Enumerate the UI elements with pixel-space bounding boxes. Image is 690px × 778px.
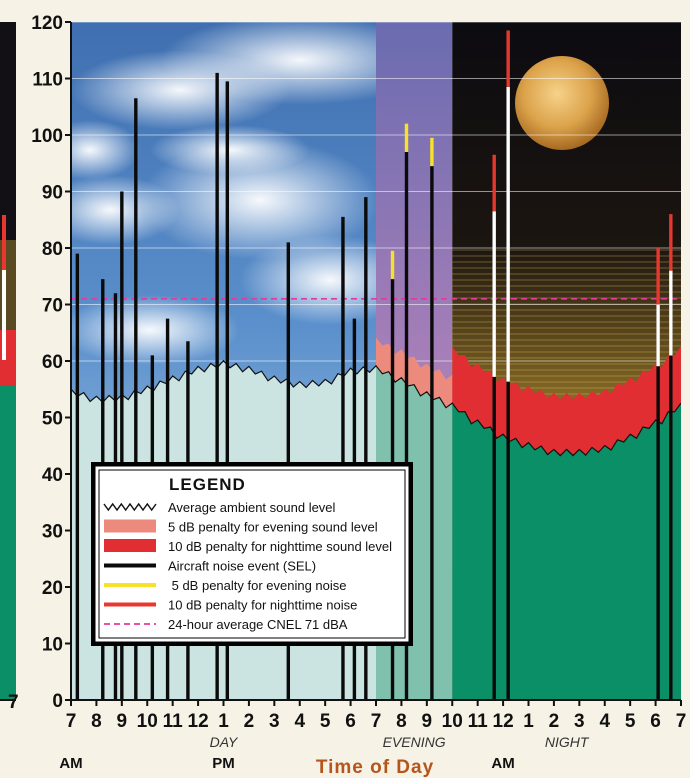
- y-tick-label: 120: [31, 13, 63, 34]
- legend-inner-border: [98, 469, 406, 639]
- ampm-labels: AM PM AM: [59, 755, 514, 772]
- x-tick-label: 10: [442, 711, 463, 732]
- left-cropped-tick: 7: [8, 692, 19, 713]
- y-tick-label: 100: [31, 126, 63, 147]
- x-tick-label: 12: [188, 711, 209, 732]
- y-tick-label: 90: [42, 183, 63, 204]
- cloud-shape: [150, 125, 310, 175]
- x-tick-label: 1: [523, 711, 534, 732]
- period-labels: DAY EVENING NIGHT: [210, 734, 590, 750]
- y-tick-label: 80: [42, 239, 63, 260]
- legend-item-label: Average ambient sound level: [168, 500, 336, 515]
- left-cropped-panel: [0, 22, 16, 701]
- legend: LEGEND Average ambient sound level 5 dB p…: [91, 462, 413, 646]
- legend-item-label: 10 dB penalty for nighttime noise: [168, 598, 357, 613]
- x-axis-ticks: 7 8 9 10 11 12 1 2 3 4 5 6 7 8 9 10 11 12 1 2 3 4 5 6 7: [66, 700, 687, 732]
- y-tick-label: 40: [42, 465, 63, 486]
- x-tick-label: 4: [599, 711, 610, 732]
- x-tick-label: 6: [650, 711, 661, 732]
- x-tick-label: 8: [91, 711, 102, 732]
- y-tick-label: 20: [42, 578, 63, 599]
- x-tick-label: 8: [396, 711, 407, 732]
- x-tick-label: 11: [468, 711, 489, 732]
- x-tick-label: 6: [345, 711, 356, 732]
- y-tick-label: 60: [42, 352, 63, 373]
- x-tick-label: 5: [625, 711, 636, 732]
- y-tick-label: 30: [42, 522, 63, 543]
- y-tick-label: 50: [42, 409, 63, 430]
- legend-swatch-night-penalty: [104, 539, 156, 552]
- y-tick-label: 110: [32, 70, 63, 91]
- ambient-sound-level-line: [71, 359, 681, 457]
- x-axis-title: Time of Day: [316, 757, 434, 778]
- legend-swatch-evening-penalty: [104, 519, 156, 533]
- period-label: EVENING: [383, 734, 446, 750]
- x-tick-label: 7: [371, 711, 382, 732]
- x-tick-label: 10: [137, 711, 158, 732]
- legend-box: [94, 465, 410, 643]
- cloud-shape: [160, 22, 440, 105]
- legend-item-label: 5 dB penalty for evening noise: [168, 578, 347, 593]
- legend-swatch-ambient: [103, 502, 157, 512]
- x-tick-label: 9: [117, 711, 128, 732]
- period-label: NIGHT: [545, 734, 590, 750]
- x-tick-label: 3: [269, 711, 280, 732]
- x-tick-label: 2: [549, 711, 560, 732]
- x-tick-label: 1: [218, 711, 229, 732]
- legend-item-label: Aircraft noise event (SEL): [168, 559, 316, 574]
- x-tick-label: 4: [294, 711, 305, 732]
- y-tick-label: 70: [42, 296, 63, 317]
- legend-item-label: 10 dB penalty for nighttime sound level: [168, 539, 392, 554]
- ampm-label: AM: [59, 755, 82, 772]
- x-tick-label: 9: [422, 711, 433, 732]
- cloud-shape: [71, 295, 240, 365]
- moon: [515, 56, 609, 150]
- x-tick-label: 11: [163, 711, 184, 732]
- x-tick-label: 7: [66, 711, 77, 732]
- x-tick-label: 7: [676, 711, 687, 732]
- legend-title: LEGEND: [169, 475, 246, 494]
- x-tick-label: 3: [574, 711, 585, 732]
- y-tick-label: 10: [42, 635, 63, 656]
- ampm-label: AM: [491, 755, 514, 772]
- x-tick-label: 12: [493, 711, 514, 732]
- ampm-label: PM: [212, 755, 235, 772]
- legend-item-label: 24-hour average CNEL 71 dBA: [168, 617, 348, 632]
- period-label: DAY: [210, 734, 239, 750]
- x-tick-label: 5: [320, 711, 331, 732]
- y-axis-ticks: 0 10 20 30 40 50 60 70 80 90 100 110 120: [31, 13, 71, 712]
- y-tick-label: 0: [52, 691, 63, 712]
- legend-item-label: 5 dB penalty for evening sound level: [168, 520, 378, 535]
- x-tick-label: 2: [244, 711, 255, 732]
- cloud-shape: [240, 235, 420, 325]
